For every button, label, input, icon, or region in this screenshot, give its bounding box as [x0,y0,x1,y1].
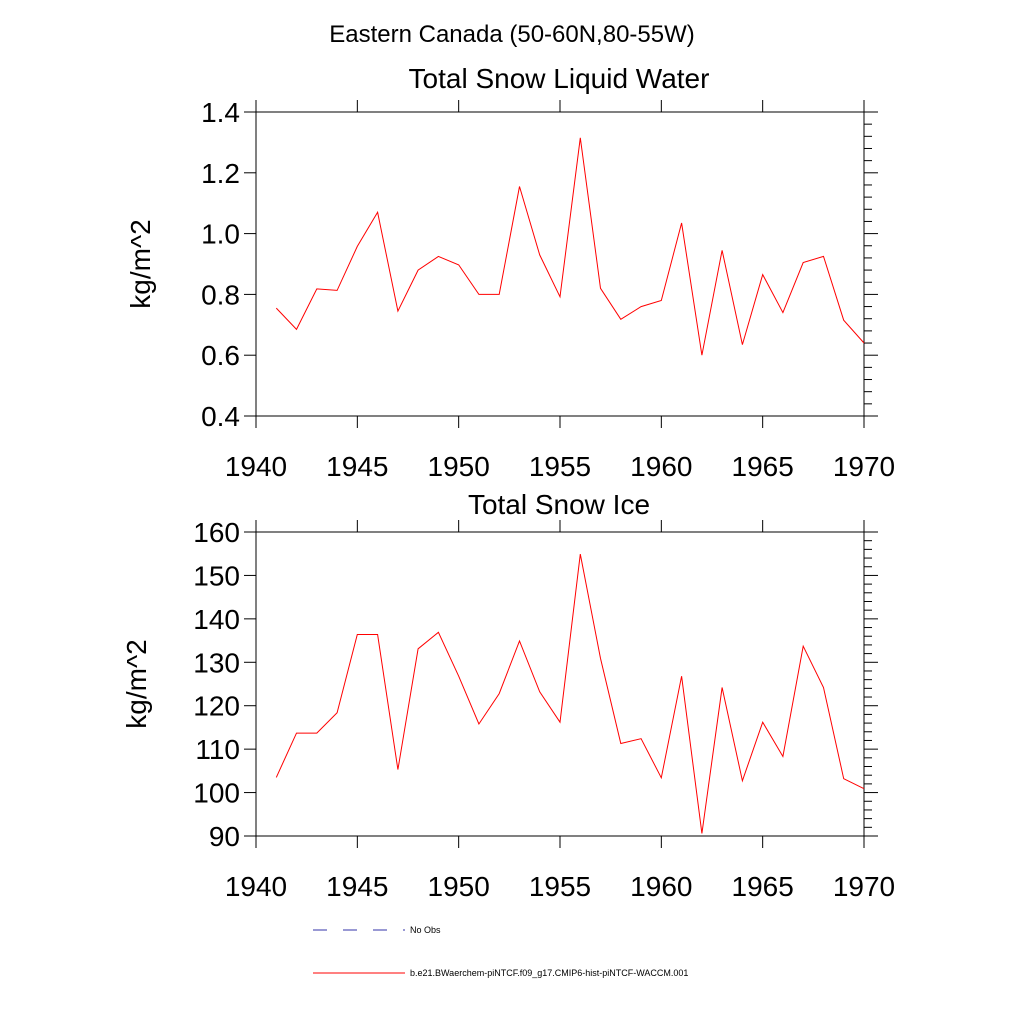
y-tick-label: 160 [193,517,240,548]
x-tick-label: 1945 [326,451,388,482]
x-tick-label: 1955 [529,871,591,902]
y-tick-label: 0.6 [201,340,240,371]
x-tick-label: 1940 [225,871,287,902]
legend: No Obs b.e21.BWaerchem-piNTCF.f09_g17.CM… [313,925,688,978]
panel-total-snow-liquid-water: Total Snow Liquid Water kg/m^2 1940 1945 1… [125,63,895,482]
y-tick-label: 150 [193,560,240,591]
x-tick-label: 1950 [428,451,490,482]
chart-title: Total Snow Ice [468,489,650,520]
y-tick-label: 130 [193,647,240,678]
legend-label: No Obs [410,925,441,935]
legend-entry-model-run: b.e21.BWaerchem-piNTCF.f09_g17.CMIP6-his… [313,968,688,978]
y-tick-label: 100 [193,778,240,809]
y-tick-label: 0.8 [201,279,240,310]
panel-total-snow-ice: Total Snow Ice kg/m^2 1940 1945 1950 1955 19… [121,489,895,902]
x-tick-label: 1940 [225,451,287,482]
x-tick-label: 1945 [326,871,388,902]
x-tick-label: 1965 [732,451,794,482]
y-tick-label: 0.4 [201,401,240,432]
x-tick-label: 1970 [833,451,895,482]
series-line [275,137,865,356]
y-tick-label: 90 [209,821,240,852]
x-tick-label: 1950 [428,871,490,902]
x-tick-label: 1955 [529,451,591,482]
x-tick-label: 1960 [630,871,692,902]
legend-label: b.e21.BWaerchem-piNTCF.f09_g17.CMIP6-his… [410,968,688,978]
x-tick-label: 1970 [833,871,895,902]
plot-frame [255,111,865,417]
x-tick-label: 1960 [630,451,692,482]
y-tick-label: 120 [193,691,240,722]
y-tick-label: 1.4 [201,97,240,128]
legend-entry-no-obs: No Obs [313,925,441,935]
series-line [275,554,865,834]
y-tick-label: 1.2 [201,158,240,189]
y-axis-label: kg/m^2 [125,219,156,308]
y-tick-label: 140 [193,604,240,635]
plot-frame [255,531,865,837]
chart-title: Total Snow Liquid Water [409,63,710,94]
y-tick-label: 110 [195,734,240,765]
figure-title: Eastern Canada (50-60N,80-55W) [329,21,695,48]
y-tick-label: 1.0 [201,219,240,250]
y-axis-label: kg/m^2 [121,639,152,728]
x-tick-label: 1965 [732,871,794,902]
